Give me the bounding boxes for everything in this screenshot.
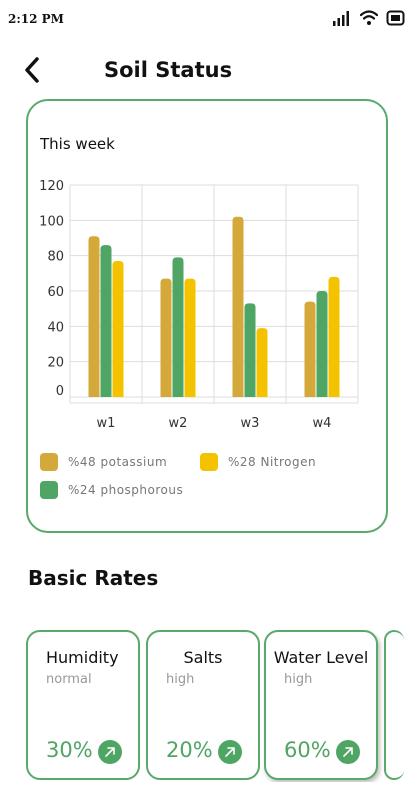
legend-item: %28 Nitrogen	[200, 453, 316, 471]
y-tick-label: 40	[47, 320, 64, 335]
rate-value: 60%	[284, 738, 331, 762]
bar-w3-1	[232, 216, 244, 397]
status-icons	[332, 10, 406, 26]
legend-item: %48 potassium	[40, 453, 167, 471]
rate-value: 20%	[166, 738, 213, 762]
bar-w2-2	[172, 257, 184, 397]
arrow-up-right-icon[interactable]	[218, 740, 242, 764]
arrow-up-right-icon[interactable]	[98, 740, 122, 764]
legend-swatch	[200, 453, 218, 471]
y-tick-label: 20	[47, 356, 64, 371]
rate-name: Humidity	[46, 648, 119, 667]
bar-w1-3	[112, 260, 124, 397]
bar-w4-1	[304, 301, 316, 397]
soil-chart-card: This week 0 20 40 60 80 100 120 w1 w2 w3 w4 %48 po…	[26, 99, 388, 533]
rate-value: 30%	[46, 738, 93, 762]
x-tick-label: w4	[313, 416, 332, 431]
status-bar: 2:12 PM	[0, 0, 414, 40]
status-time: 2:12 PM	[8, 12, 64, 26]
legend-item: %24 phosphorous	[40, 481, 183, 499]
rate-card-salts[interactable]: Salts high 20%	[146, 630, 260, 780]
legend-label: %28 Nitrogen	[228, 455, 317, 469]
bar-w4-3	[328, 276, 340, 397]
rate-name: Water Level	[273, 648, 369, 667]
y-tick-label: 80	[47, 250, 64, 265]
chart-caption: This week	[40, 135, 115, 153]
bar-chart: 0 20 40 60 80 100 120 w1 w2 w3 w4	[39, 179, 359, 431]
bar-w3-2	[244, 303, 256, 397]
bar-w4-2	[316, 291, 328, 397]
bar-w1-2	[100, 245, 112, 397]
x-tick-label: w2	[169, 416, 188, 431]
rate-level: high	[284, 672, 313, 687]
chevron-left-icon	[25, 57, 39, 83]
y-tick-label: 0	[56, 384, 64, 399]
legend-label: %48 potassium	[68, 455, 168, 469]
wifi-icon	[360, 10, 378, 25]
legend-label: %24 phosphorous	[68, 483, 184, 497]
x-tick-label: w3	[241, 416, 260, 431]
bar-w3-3	[256, 328, 268, 397]
bar-w2-1	[160, 278, 172, 397]
rate-card-humidity[interactable]: Humidity normal 30%	[26, 630, 140, 780]
page-title: Soil Status	[104, 58, 233, 82]
legend-swatch	[40, 453, 58, 471]
rate-card-water-level[interactable]: Water Level high 60%	[264, 630, 378, 780]
y-tick-label: 120	[39, 179, 64, 194]
header: Soil Status	[0, 50, 414, 90]
arrow-up-right-icon[interactable]	[336, 740, 360, 764]
legend-swatch	[40, 481, 58, 499]
battery-icon	[386, 10, 405, 26]
bar-w1-1	[88, 236, 100, 397]
bar-w2-3	[184, 278, 196, 397]
x-tick-label: w1	[97, 416, 116, 431]
y-tick-label: 100	[39, 214, 64, 229]
y-tick-label: 60	[47, 285, 64, 300]
rate-level: high	[166, 672, 195, 687]
rate-name: Salts	[183, 648, 223, 667]
section-title: Basic Rates	[28, 566, 159, 590]
basic-rates-list: Humidity normal 30% Salts high 20% Water Level…	[26, 630, 414, 782]
back-button[interactable]	[18, 54, 46, 86]
rate-card-next[interactable]	[384, 630, 404, 780]
rate-level: normal	[46, 672, 92, 687]
signal-icon	[333, 11, 349, 26]
